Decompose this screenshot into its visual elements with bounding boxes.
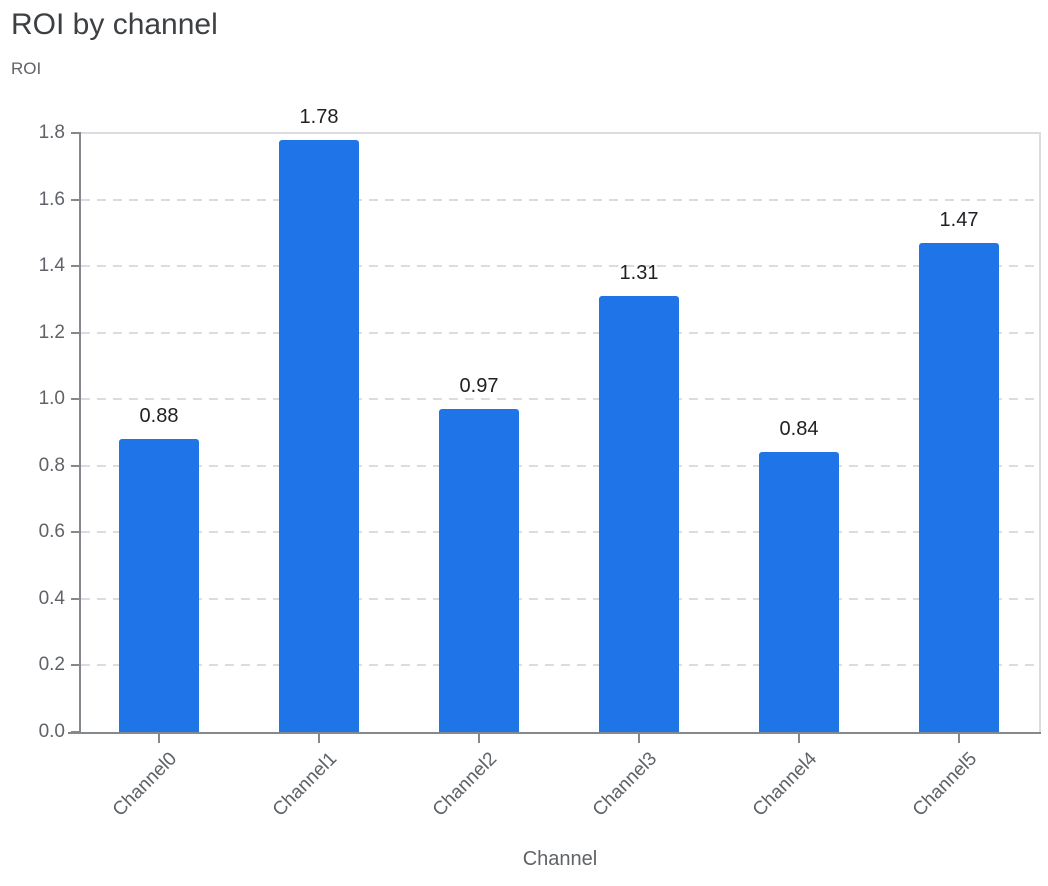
bar-Channel5	[919, 243, 999, 732]
x-tick-Channel1	[318, 734, 320, 743]
bar-Channel2	[439, 409, 519, 732]
bar-value-label-Channel5: 1.47	[939, 209, 979, 231]
x-tick-label-Channel1: Channel1	[268, 748, 342, 821]
bar-value-label-Channel0: 0.88	[139, 405, 179, 427]
bar-Channel0	[119, 439, 199, 732]
y-tick-label-0.2: 0.2	[38, 654, 65, 675]
bar-value-label-Channel4: 0.84	[779, 418, 819, 440]
x-tick-Channel3	[638, 734, 640, 743]
gridline-y-1.6	[81, 199, 1039, 201]
bar-Channel1	[279, 140, 359, 732]
x-axis-line	[68, 732, 1041, 734]
x-tick-label-Channel0: Channel0	[108, 748, 182, 821]
bar-Channel3	[599, 296, 679, 732]
x-tick-label-Channel2: Channel2	[428, 748, 502, 821]
gridline-y-0.2	[81, 664, 1039, 666]
x-tick-Channel2	[478, 734, 480, 743]
y-tick-label-0.0: 0.0	[38, 721, 65, 742]
chart-title: ROI by channel	[11, 8, 218, 41]
y-tick-1.4	[71, 265, 79, 267]
bar-value-label-Channel1: 1.78	[299, 106, 339, 128]
y-tick-1.0	[71, 398, 79, 400]
y-tick-label-0.6: 0.6	[38, 521, 65, 542]
gridline-y-1.2	[81, 332, 1039, 334]
y-tick-1.2	[71, 332, 79, 334]
y-tick-0.2	[71, 664, 79, 666]
x-axis-title: Channel	[522, 848, 598, 870]
gridline-y-1.4	[81, 265, 1039, 267]
y-tick-label-0.4: 0.4	[38, 588, 65, 609]
x-tick-Channel4	[798, 734, 800, 743]
gridline-y-0.6	[81, 531, 1039, 533]
x-tick-Channel0	[158, 734, 160, 743]
y-tick-1.8	[71, 132, 79, 134]
y-tick-label-1.6: 1.6	[38, 189, 65, 210]
y-axis-title: ROI	[11, 59, 42, 78]
gridline-y-0.4	[81, 598, 1039, 600]
y-tick-label-1.0: 1.0	[38, 388, 65, 409]
y-tick-label-1.4: 1.4	[38, 255, 65, 276]
bar-Channel4	[759, 452, 839, 732]
x-tick-label-Channel3: Channel3	[588, 748, 662, 821]
x-tick-label-Channel5: Channel5	[908, 748, 982, 821]
y-tick-label-1.8: 1.8	[38, 122, 65, 143]
y-tick-0.4	[71, 598, 79, 600]
bar-value-label-Channel2: 0.97	[459, 375, 499, 397]
y-tick-1.6	[71, 199, 79, 201]
y-axis-line	[79, 132, 81, 734]
gridline-y-0.8	[81, 465, 1039, 467]
x-tick-label-Channel4: Channel4	[748, 748, 822, 821]
y-tick-label-0.8: 0.8	[38, 455, 65, 476]
y-tick-label-1.2: 1.2	[38, 322, 65, 343]
gridline-y-1.8	[81, 132, 1039, 134]
x-tick-Channel5	[958, 734, 960, 743]
gridline-y-1.0	[81, 398, 1039, 400]
plot-right-border	[1039, 132, 1041, 734]
y-tick-0.8	[71, 465, 79, 467]
y-tick-0.6	[71, 531, 79, 533]
bar-value-label-Channel3: 1.31	[619, 262, 659, 284]
